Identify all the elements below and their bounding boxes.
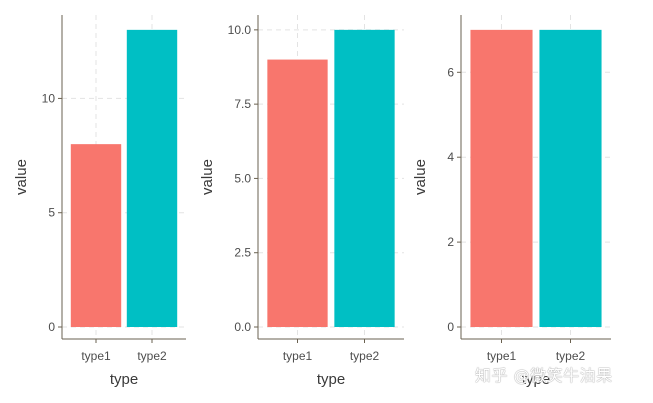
- panel-1-xtick-label-0: type1: [81, 349, 111, 363]
- panel-3-ytick-label-2: 4: [447, 150, 454, 164]
- panel-2-ytick-label-4: 10.0: [228, 23, 252, 37]
- panel-2-ytick-label-1: 2.5: [234, 246, 251, 260]
- panel-1-ytick-label-0: 0: [48, 320, 55, 334]
- panel-2-ytick-label-0: 0.0: [234, 320, 251, 334]
- panel-2-ytick-label-2: 5.0: [234, 171, 251, 185]
- panel-3-bar-type2: [539, 29, 602, 327]
- watermark: 知乎 @微笑牛油果: [475, 366, 613, 385]
- panel-3-ytick-label-3: 6: [447, 65, 454, 79]
- panel-3-xtick-label-1: type2: [556, 349, 586, 363]
- panel-1-xtick-label-1: type2: [137, 349, 167, 363]
- panel-1-ytick-label-2: 10: [42, 91, 56, 105]
- panel-3-bar-type1: [470, 29, 533, 327]
- panel-2-bar-type1: [267, 59, 328, 327]
- panel-1-ytick-label-1: 5: [48, 206, 55, 220]
- panel-3-ytick-label-1: 2: [447, 235, 454, 249]
- panel-2-ytick-label-3: 7.5: [234, 97, 251, 111]
- panel-3-x-axis-title: type: [522, 371, 550, 388]
- panel-2-x-axis-title: type: [317, 371, 345, 388]
- panel-2-y-axis-title: value: [199, 159, 216, 195]
- panel-3-ytick-label-0: 0: [447, 320, 454, 334]
- panel-1-bar-type2: [126, 29, 178, 327]
- panel-2-xtick-label-0: type1: [283, 349, 313, 363]
- panel-3-y-axis-title: value: [412, 159, 429, 195]
- panel-3-xtick-label-0: type1: [487, 349, 517, 363]
- panel-2-xtick-label-1: type2: [350, 349, 380, 363]
- panel-1-bar-type1: [70, 144, 122, 327]
- panel-2-bar-type2: [334, 29, 395, 327]
- panel-1-y-axis-title: value: [13, 159, 30, 195]
- panel-1-x-axis-title: type: [110, 371, 138, 388]
